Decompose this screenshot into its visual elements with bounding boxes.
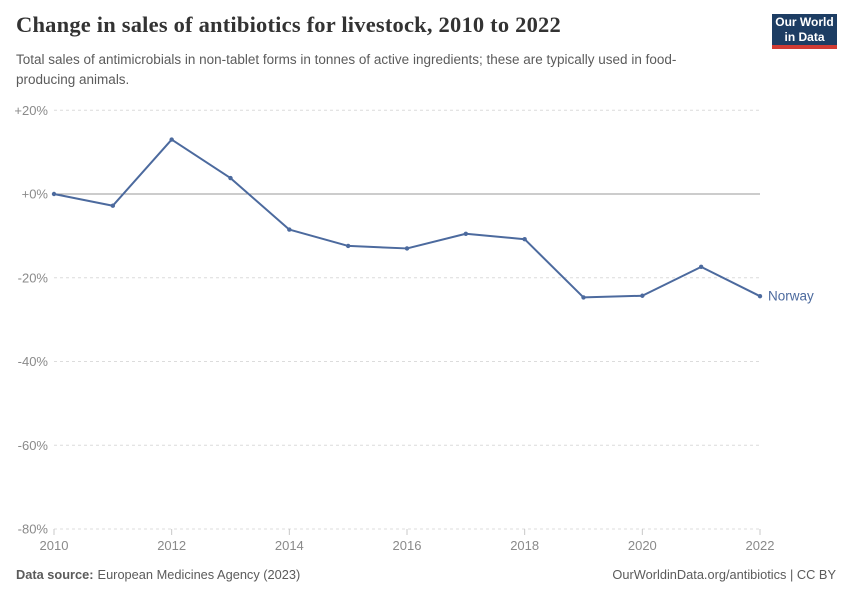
x-axis-label: 2010	[40, 538, 69, 553]
x-axis-label: 2018	[510, 538, 539, 553]
series-line-norway	[53, 138, 761, 299]
y-axis-label: -60%	[18, 438, 49, 453]
series-end-label: Norway	[768, 289, 814, 304]
data-point	[581, 295, 586, 300]
page-title: Change in sales of antibiotics for lives…	[16, 12, 561, 37]
credit-link[interactable]: OurWorldinData.org/antibiotics | CC BY	[612, 567, 836, 582]
data-point	[51, 191, 57, 197]
data-source: Data source: European Medicines Agency (2…	[16, 567, 300, 582]
x-axis-label: 2020	[628, 538, 657, 553]
data-source-value: European Medicines Agency (2023)	[97, 567, 301, 582]
data-point	[110, 203, 116, 208]
x-axis-label: 2014	[275, 538, 304, 553]
chart-subtitle: Total sales of antimicrobials in non-tab…	[16, 52, 677, 87]
data-point	[463, 231, 469, 236]
data-point	[698, 264, 704, 270]
y-axis-label: -40%	[18, 354, 49, 369]
y-axis-label: -80%	[18, 522, 49, 537]
x-axis-label: 2012	[157, 538, 186, 553]
x-axis-label: 2022	[746, 538, 775, 553]
data-point	[757, 293, 763, 299]
data-source-label: Data source:	[16, 567, 94, 582]
y-axis-label: +0%	[22, 187, 49, 202]
data-point	[287, 227, 292, 232]
owid-logo: Our World in Data	[772, 14, 837, 49]
data-point	[640, 293, 645, 298]
data-point	[404, 246, 410, 251]
data-point	[345, 243, 351, 249]
data-point	[522, 237, 527, 242]
logo-line-1: Our World	[775, 15, 834, 30]
logo-line-2: in Data	[784, 29, 825, 44]
x-axis-label: 2016	[393, 538, 422, 553]
data-point	[169, 137, 174, 142]
y-axis-label: -20%	[18, 270, 49, 285]
chart-footer: Data source: European Medicines Agency (2…	[16, 567, 836, 582]
data-point	[228, 175, 233, 181]
y-axis-label: +20%	[14, 103, 48, 118]
